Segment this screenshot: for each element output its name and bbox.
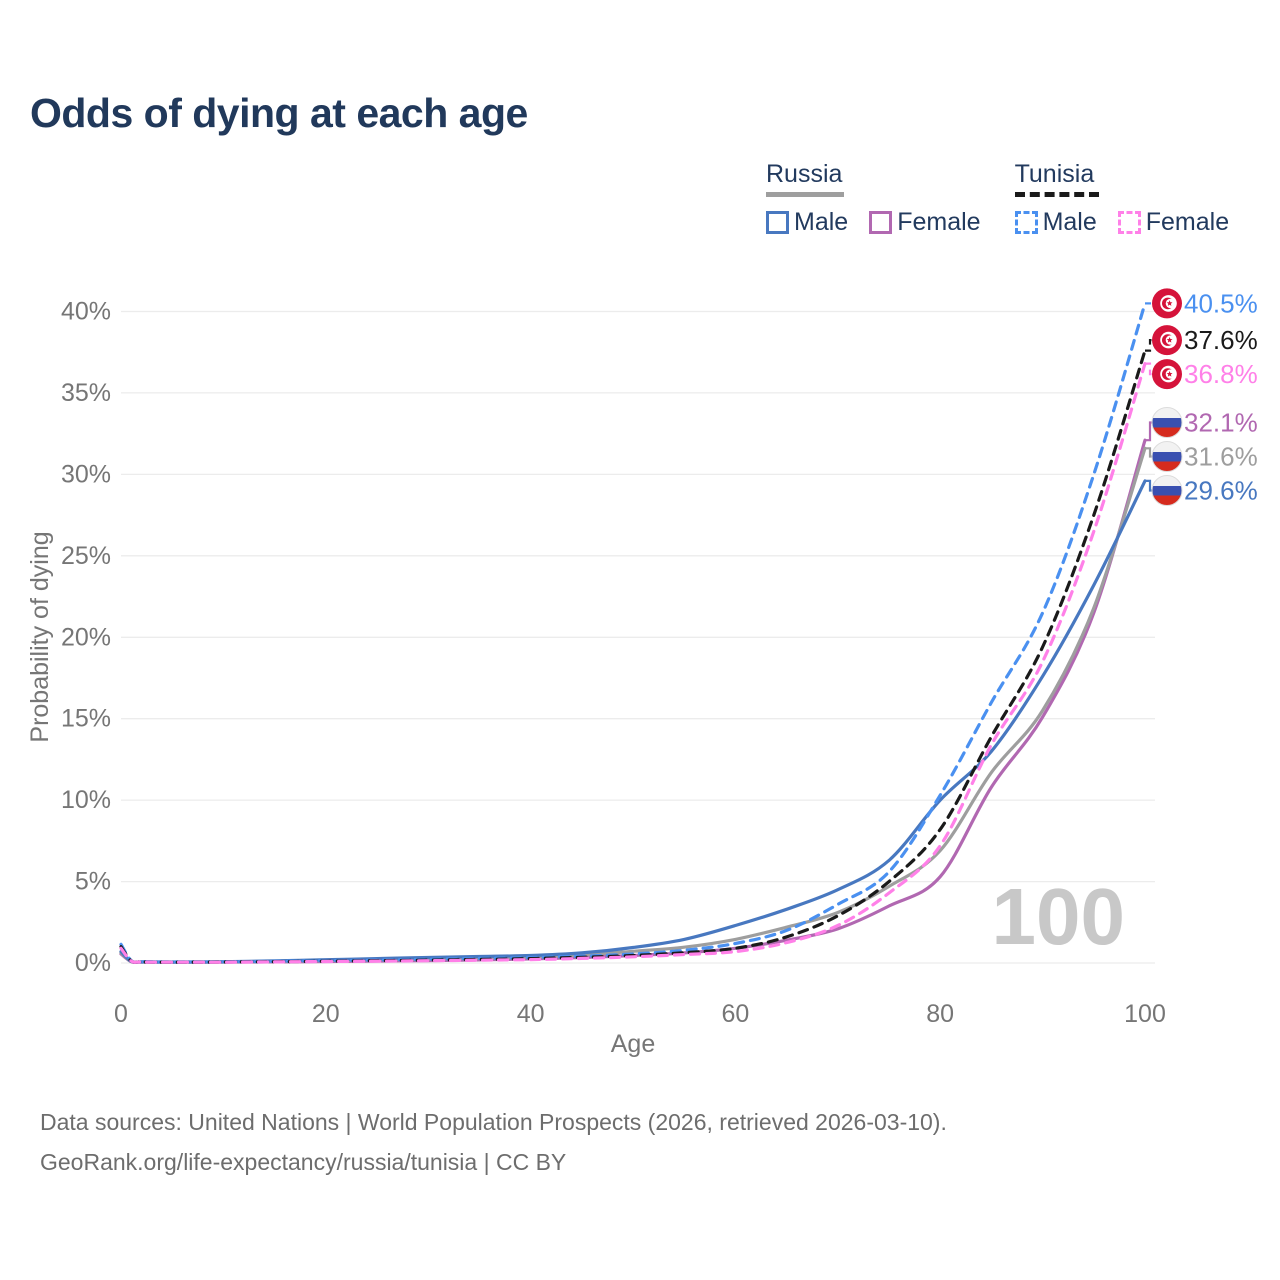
end-value-label-tunisia-female: 36.8% [1184, 359, 1258, 389]
y-tick-label: 25% [61, 542, 111, 570]
y-tick-label: 10% [61, 786, 111, 814]
label-connector-russia-male [1145, 479, 1152, 492]
y-tick-label: 15% [61, 705, 111, 733]
x-tick-label: 60 [721, 1000, 749, 1028]
x-tick-label: 0 [114, 1000, 128, 1028]
line-swatch-russia-female [869, 211, 893, 234]
legend-item-label: Male [1042, 208, 1097, 236]
end-value-label-russia-male: 29.6% [1184, 476, 1258, 506]
attribution-text: GeoRank.org/life-expectancy/russia/tunis… [40, 1149, 567, 1175]
flag-russia-icon [1151, 407, 1183, 438]
end-value-label-russia-female: 32.1% [1184, 408, 1258, 438]
legend-item-tunisia-male[interactable]: Male [1014, 208, 1097, 237]
legend-country-line-swatch-tunisia [1014, 192, 1099, 197]
end-value-label-tunisia-male: 40.5% [1184, 288, 1258, 318]
series-line-tunisia-female[interactable] [119, 362, 1147, 964]
legend-item-tunisia-female[interactable]: Female [1117, 208, 1230, 237]
y-tick-label: 0% [75, 949, 111, 977]
flag-tunisia-icon [1152, 325, 1182, 356]
x-tick-label: 20 [312, 1000, 340, 1028]
legend-country-label-russia: Russia [766, 160, 843, 188]
footer: Data sources: United Nations | World Pop… [40, 1102, 947, 1182]
flag-tunisia-icon [1152, 359, 1182, 390]
legend-country-line-swatch-russia [766, 192, 844, 197]
legend-row-tunisia: Male Female [1014, 208, 1230, 237]
legend-item-label: Female [1145, 208, 1230, 236]
flag-russia-icon [1151, 441, 1183, 472]
legend-group-russia: Russia Male Female [766, 160, 981, 237]
end-value-label-tunisia-average: 37.6% [1184, 325, 1258, 355]
label-connector-tunisia-average [1145, 339, 1152, 352]
flag-tunisia-icon [1152, 288, 1182, 319]
legend-row-russia: Male Female [766, 208, 981, 237]
y-tick-label: 20% [61, 623, 111, 651]
x-axis-title: Age [611, 1030, 655, 1058]
y-tick-label: 35% [61, 379, 111, 407]
series-line-tunisia-male[interactable] [119, 301, 1147, 964]
x-tick-label: 80 [926, 1000, 954, 1028]
data-source-text: Data sources: United Nations | World Pop… [40, 1109, 947, 1135]
label-connector-tunisia-female [1145, 362, 1152, 376]
line-swatch-russia-male [766, 211, 789, 234]
legend: Russia Male Female Tunisia Male [766, 160, 1229, 237]
series-line-tunisia-average[interactable] [119, 349, 1147, 964]
legend-item-label: Male [794, 208, 849, 236]
chart-title: Odds of dying at each age [30, 90, 528, 136]
x-tick-label: 100 [1124, 1000, 1166, 1028]
line-swatch-tunisia-male [1014, 211, 1038, 234]
label-connector-russia-average [1145, 447, 1152, 458]
label-connector-russia-female [1145, 421, 1152, 442]
flag-russia-icon [1151, 475, 1183, 506]
end-value-label-russia-average: 31.6% [1184, 442, 1258, 472]
legend-item-russia-female[interactable]: Female [869, 208, 981, 237]
line-swatch-tunisia-female [1117, 211, 1141, 234]
legend-item-label: Female [897, 208, 981, 236]
age-watermark: 100 [992, 872, 1125, 961]
legend-country-label-tunisia: Tunisia [1014, 160, 1095, 188]
y-tick-label: 30% [61, 460, 111, 488]
x-tick-label: 40 [517, 1000, 545, 1028]
y-axis-title: Probability of dying [26, 531, 54, 742]
y-tick-label: 5% [75, 868, 111, 896]
y-tick-label: 40% [61, 298, 111, 326]
legend-group-tunisia: Tunisia Male Female [1014, 160, 1230, 237]
legend-item-russia-male[interactable]: Male [766, 208, 848, 237]
